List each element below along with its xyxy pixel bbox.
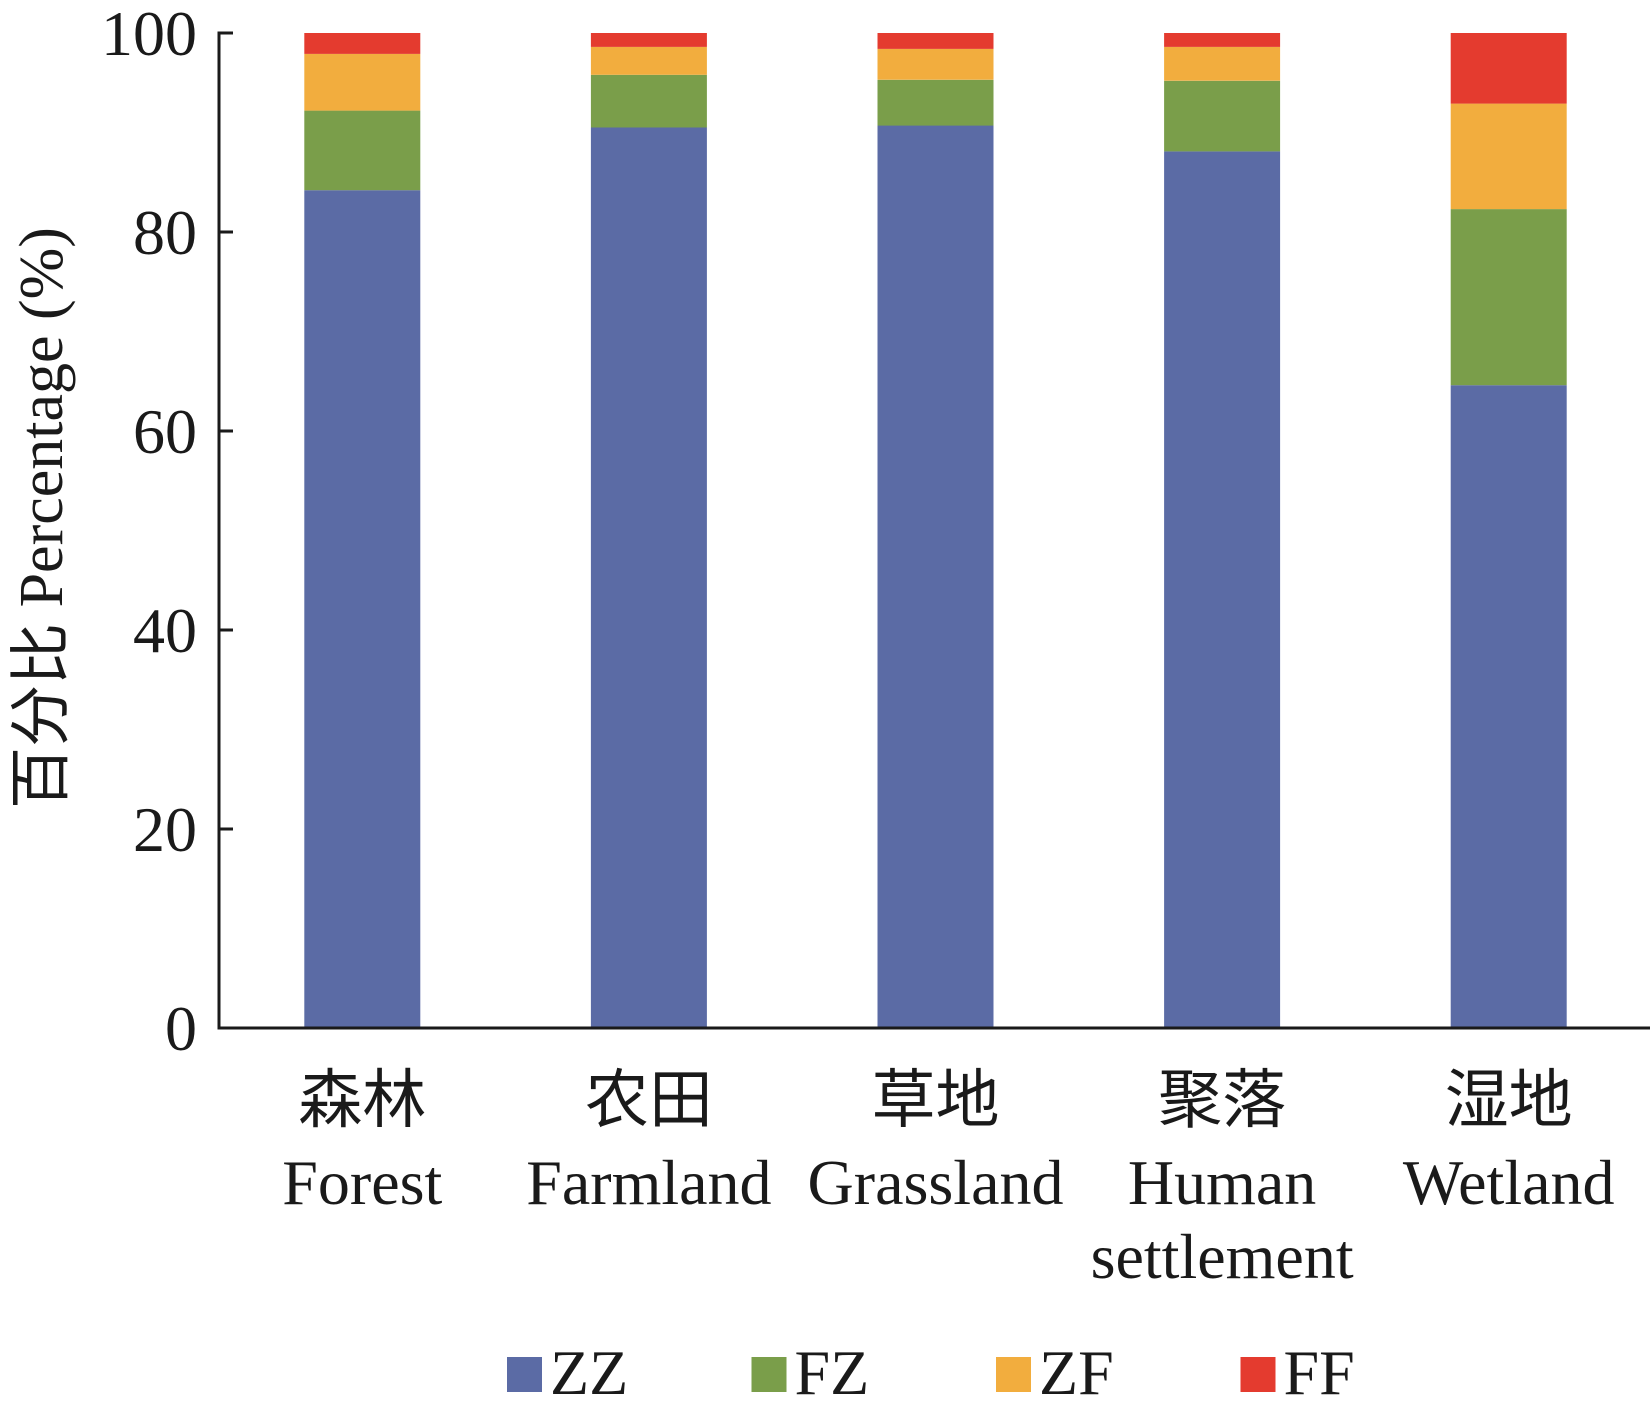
legend-swatch — [1240, 1357, 1276, 1392]
legend-swatch — [996, 1357, 1031, 1392]
bar-segment-ff-3 — [877, 33, 994, 49]
bar-segment-zf-2 — [590, 46, 707, 75]
x-tick-label-en: Farmland — [526, 1147, 771, 1218]
bar-stacks — [304, 33, 1567, 1028]
legend-item-zf: ZF — [996, 1337, 1114, 1408]
bar-segment-zf-4 — [1164, 46, 1281, 81]
bar-segment-fz-5 — [1450, 209, 1567, 386]
legend-label: FZ — [795, 1337, 870, 1408]
x-tick-label-zh: 草地 — [872, 1065, 1000, 1136]
legend: ZZ FZ ZF FF — [507, 1337, 1355, 1408]
legend-label: ZZ — [550, 1337, 628, 1408]
bar-segment-ff-5 — [1450, 33, 1567, 104]
y-tick-label: 100 — [101, 0, 197, 69]
legend-item-zz: ZZ — [507, 1337, 628, 1408]
y-tick-label: 40 — [133, 595, 197, 666]
bar-segment-ff-1 — [304, 33, 421, 54]
legend-swatch — [751, 1357, 787, 1392]
x-axis: 森林 Forest 农田 Farmland 草地 Grassland 聚落 Humansett… — [217, 1026, 1650, 1292]
bar-segment-zz-3 — [877, 125, 994, 1028]
bar-segment-zz-5 — [1450, 385, 1567, 1028]
bar-segment-zf-1 — [304, 53, 421, 111]
legend-label: FF — [1284, 1337, 1355, 1408]
x-tick-label-en: Wetland — [1403, 1147, 1615, 1218]
legend-item-ff: FF — [1240, 1337, 1355, 1408]
bar-segment-ff-4 — [1164, 33, 1281, 47]
bar-segment-fz-1 — [304, 110, 421, 191]
x-tick-label-en: settlement — [1091, 1221, 1354, 1292]
y-tick-label: 80 — [133, 197, 197, 268]
bar-segment-fz-3 — [877, 79, 994, 126]
bar-segment-zz-1 — [304, 190, 421, 1028]
x-tick-label-zh: 森林 — [298, 1065, 426, 1136]
bar-stack-3 — [877, 33, 994, 1028]
bar-segment-fz-2 — [590, 74, 707, 128]
y-tick-label: 0 — [165, 993, 197, 1064]
bar-stack-4 — [1164, 33, 1281, 1028]
x-tick-label-en: Human — [1128, 1147, 1316, 1218]
bar-segment-zf-5 — [1450, 103, 1567, 210]
x-tick-label-zh: 农田 — [585, 1065, 713, 1136]
bar-segment-ff-2 — [590, 33, 707, 47]
legend-item-fz: FZ — [751, 1337, 870, 1408]
x-tick-label-en: Forest — [282, 1147, 442, 1218]
bar-stack-2 — [590, 33, 707, 1028]
bar-stack-5 — [1450, 33, 1567, 1028]
legend-swatch — [507, 1357, 542, 1392]
y-axis-title: 百分比 Percentage (%) — [8, 227, 76, 809]
bar-segment-zz-4 — [1164, 151, 1281, 1028]
bar-segment-zz-2 — [590, 127, 707, 1028]
bar-segment-zf-3 — [877, 48, 994, 80]
x-tick-label-zh: 聚落 — [1158, 1065, 1286, 1136]
legend-label: ZF — [1039, 1337, 1114, 1408]
x-tick-label-zh: 湿地 — [1445, 1065, 1573, 1136]
x-tick-label-en: Grassland — [808, 1147, 1064, 1218]
y-tick-label: 60 — [133, 396, 197, 467]
y-axis: 0 20 40 60 80 100 — [101, 0, 233, 1064]
y-tick-label: 20 — [133, 794, 197, 865]
bar-stack-1 — [304, 33, 421, 1028]
bar-segment-fz-4 — [1164, 80, 1281, 152]
